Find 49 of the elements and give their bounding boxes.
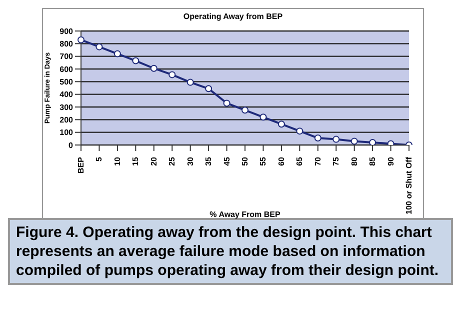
point	[242, 106, 248, 114]
y-tick-label: 400	[60, 90, 74, 100]
x-tick-label: BEP	[76, 156, 86, 174]
x-tick-label: 10	[112, 156, 122, 166]
x-tick-label: 60	[276, 156, 286, 166]
point	[205, 85, 212, 92]
x-tick-label: 80	[350, 156, 359, 166]
point	[332, 136, 340, 143]
y-tick-label: 0	[68, 140, 74, 150]
point	[314, 134, 322, 142]
x-tick-label: 30	[186, 156, 195, 166]
x-tick-label: 55	[258, 156, 268, 166]
point	[350, 138, 358, 145]
x-tick-label: 100 or Shut Off	[404, 156, 414, 214]
x-axis-title: % Away From BEP	[210, 210, 282, 219]
point	[78, 36, 84, 44]
x-tick-label: 70	[313, 156, 322, 166]
x-tick-label: 5	[94, 156, 104, 162]
point	[168, 71, 176, 78]
point	[96, 43, 103, 50]
y-tick-label: 700	[60, 52, 74, 62]
x-tick-label: 35	[204, 156, 214, 166]
x-tick-label: 85	[368, 156, 378, 166]
point	[114, 50, 121, 58]
x-tick-label: 50	[240, 156, 250, 166]
point	[278, 120, 285, 128]
point	[296, 128, 304, 135]
point	[186, 78, 194, 86]
point	[369, 138, 376, 145]
x-tick-label: 65	[295, 156, 304, 166]
point	[223, 100, 230, 107]
x-tick-label: 75	[332, 156, 341, 166]
y-tick-label: 600	[60, 64, 74, 74]
x-tick-label: 45	[222, 156, 232, 166]
y-tick-label: 300	[60, 102, 74, 112]
point	[150, 64, 158, 72]
y-tick-label: 500	[60, 78, 74, 87]
y-tick-label: 800	[60, 40, 74, 49]
point	[132, 57, 140, 64]
y-tick-label: 200	[60, 116, 74, 125]
chart-title: Operating Away from BEP	[182, 11, 284, 21]
x-tick-label: 25	[168, 156, 177, 166]
point	[260, 114, 267, 121]
y-tick-label: 900	[60, 26, 74, 36]
y-tick-label: 100	[60, 128, 74, 138]
caption: Figure 4. Operating away from the design point. This chart represents an average failure mode based on information compiled of pumps operating away from their design point.	[8, 218, 453, 285]
x-tick-label: 90	[386, 156, 396, 166]
x-tick-label: 15	[131, 156, 140, 166]
x-tick-label: 20	[149, 156, 158, 166]
